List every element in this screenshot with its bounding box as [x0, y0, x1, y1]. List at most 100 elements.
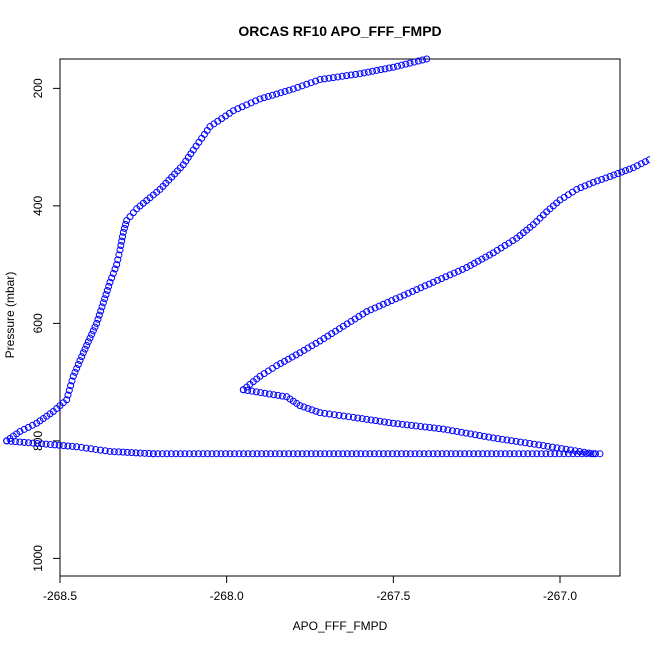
data-point	[448, 427, 456, 435]
data-point	[123, 448, 131, 456]
data-point	[375, 302, 383, 310]
data-point	[400, 291, 408, 299]
data-point	[123, 217, 131, 225]
data-point	[29, 439, 37, 447]
data-point	[33, 419, 41, 427]
data-point	[24, 423, 32, 431]
data-point	[276, 450, 284, 458]
data-point	[594, 177, 601, 185]
data-point	[298, 450, 306, 458]
data-point	[96, 446, 104, 454]
data-point	[508, 437, 516, 445]
x-tick-label: -267.5	[376, 589, 410, 603]
data-point	[101, 447, 109, 455]
data-point	[288, 353, 296, 361]
data-point	[95, 311, 103, 319]
y-tick-label: 400	[31, 196, 45, 216]
data-point	[398, 61, 406, 69]
data-point	[573, 185, 581, 193]
data-point	[91, 323, 99, 331]
data-point	[261, 389, 269, 397]
data-point	[149, 450, 157, 458]
data-point	[87, 445, 95, 453]
data-point	[426, 424, 434, 432]
data-point	[136, 449, 144, 457]
data-point	[394, 62, 401, 70]
data-point	[480, 432, 488, 440]
data-point	[397, 450, 405, 458]
data-point	[498, 435, 506, 443]
data-point	[614, 170, 622, 178]
data-point	[69, 372, 77, 380]
data-point	[190, 450, 198, 458]
data-point	[303, 80, 311, 88]
data-point	[471, 431, 479, 439]
data-point	[111, 265, 119, 273]
data-point	[577, 184, 585, 192]
data-point	[292, 351, 300, 359]
data-point	[479, 450, 487, 458]
data-point	[253, 450, 261, 458]
data-point	[29, 421, 36, 429]
data-point	[463, 264, 471, 272]
data-point	[334, 73, 342, 81]
data-point	[376, 417, 384, 425]
data-point	[403, 421, 411, 429]
data-point	[326, 410, 334, 418]
data-point	[316, 450, 324, 458]
data-point	[118, 237, 126, 245]
data-point	[86, 334, 94, 342]
data-point	[294, 450, 302, 458]
data-point	[304, 404, 312, 412]
x-tick-label: -267.0	[543, 589, 577, 603]
data-point	[294, 83, 302, 91]
data-point	[271, 450, 279, 458]
data-point	[88, 330, 96, 338]
data-point	[369, 67, 376, 75]
data-point	[356, 70, 364, 78]
data-point	[277, 360, 285, 368]
data-point	[119, 233, 126, 241]
data-point	[73, 443, 81, 451]
data-point	[425, 280, 433, 288]
data-point	[217, 450, 225, 458]
data-point	[414, 57, 422, 65]
data-point	[213, 450, 220, 458]
data-point	[409, 287, 416, 295]
data-point	[99, 299, 107, 307]
y-tick-label: 600	[31, 313, 45, 333]
data-point	[76, 357, 84, 365]
data-point	[278, 392, 286, 400]
data-point	[456, 450, 464, 458]
data-point	[264, 92, 272, 100]
data-point	[348, 450, 356, 458]
data-point	[434, 450, 442, 458]
data-point	[33, 439, 41, 447]
data-point	[106, 447, 114, 455]
data-point	[38, 440, 46, 448]
data-point	[470, 259, 478, 267]
data-point	[116, 246, 124, 254]
data-point	[444, 426, 452, 434]
data-point	[585, 449, 593, 457]
data-point	[172, 450, 180, 458]
data-point	[446, 271, 454, 279]
data-point	[417, 422, 425, 430]
data-point	[380, 418, 388, 426]
data-point	[154, 450, 162, 458]
data-point	[60, 442, 68, 450]
data-point	[330, 450, 338, 458]
data-point	[486, 251, 494, 259]
data-point	[357, 450, 365, 458]
data-point	[402, 60, 410, 68]
data-point	[74, 361, 82, 368]
plot-frame	[59, 58, 621, 577]
x-tick-label: -268.0	[210, 589, 244, 603]
data-point	[366, 450, 374, 458]
data-point	[598, 175, 606, 183]
data-point	[94, 315, 102, 323]
data-point	[389, 419, 397, 427]
data-point	[526, 439, 534, 447]
data-point	[181, 450, 189, 458]
